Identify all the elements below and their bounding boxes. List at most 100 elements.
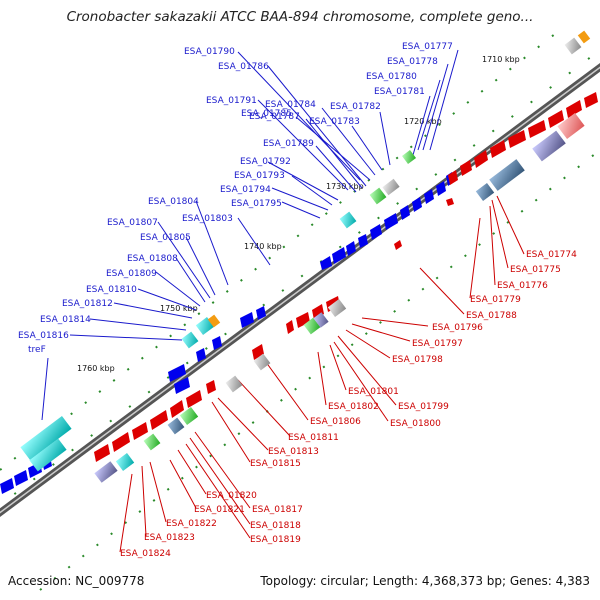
homolog-box-steel xyxy=(475,182,495,202)
gene-label: ESA_01822 xyxy=(166,519,217,529)
forward-gene xyxy=(256,306,266,320)
homolog-boxes[interactable] xyxy=(20,30,591,483)
homolog-box-orange xyxy=(577,30,591,44)
gene-label: ESA_01811 xyxy=(288,433,339,443)
reverse-gene xyxy=(286,320,294,334)
reverse-gene xyxy=(132,422,148,440)
gene-label: ESA_01794 xyxy=(220,185,271,195)
backbone-highlight xyxy=(0,66,600,514)
homolog-box-gray xyxy=(225,375,243,393)
gene-label: ESA_01774 xyxy=(526,250,577,260)
forward-gene xyxy=(412,197,422,212)
gene-label: ESA_01808 xyxy=(127,254,178,264)
gene-label: ESA_01789 xyxy=(263,139,314,149)
reverse-gene xyxy=(566,100,582,118)
gene-label: ESA_01781 xyxy=(374,87,425,97)
topology-summary: Topology: circular; Length: 4,368,373 bp… xyxy=(260,574,590,588)
homolog-box-green xyxy=(401,149,417,165)
homolog-box-cyan xyxy=(181,331,199,349)
forward-gene xyxy=(14,470,28,486)
homolog-box-orange xyxy=(207,314,221,328)
gene-label: ESA_01824 xyxy=(120,549,171,559)
homolog-box-cyan xyxy=(115,452,135,472)
reverse-leader-lines xyxy=(119,195,525,553)
homolog-box-pink xyxy=(557,112,585,140)
gene-label: ESA_01785 xyxy=(241,109,292,119)
forward-gene xyxy=(400,205,410,220)
gene-label: ESA_01779 xyxy=(470,295,521,305)
gene-label: ESA_01813 xyxy=(268,447,319,457)
reverse-gene xyxy=(170,400,184,418)
reverse-gene xyxy=(446,198,454,206)
reverse-gene xyxy=(490,140,506,158)
kbp-label: 1710 kbp xyxy=(482,55,520,64)
gene-label: ESA_01793 xyxy=(234,171,285,181)
reverse-gene xyxy=(394,240,402,250)
gene-label: ESA_01787 xyxy=(249,112,300,122)
reverse-genes[interactable] xyxy=(94,92,598,462)
forward-gene xyxy=(212,336,222,350)
reverse-gene xyxy=(548,110,564,128)
homolog-box-gray xyxy=(564,37,582,55)
forward-gene xyxy=(168,364,186,382)
reverse-gene xyxy=(186,390,202,408)
reverse-gene xyxy=(508,130,526,148)
reverse-gene xyxy=(206,380,216,394)
forward-gene xyxy=(370,224,382,240)
homolog-box-green xyxy=(179,406,199,426)
forward-gene xyxy=(424,189,434,204)
gene-label: ESA_01796 xyxy=(432,323,483,333)
gene-label: ESA_01777 xyxy=(402,42,453,52)
gene-label: ESA_01790 xyxy=(184,47,235,57)
gene-label: ESA_01799 xyxy=(398,402,449,412)
reverse-gene xyxy=(296,312,310,328)
reverse-gene xyxy=(94,444,110,462)
gene-label: ESA_01806 xyxy=(310,417,361,427)
reverse-gene xyxy=(312,304,324,320)
reverse-gene xyxy=(448,170,458,185)
homolog-box-gray xyxy=(382,178,400,196)
gene-label: ESA_01807 xyxy=(107,218,158,228)
homolog-box-cyan xyxy=(29,438,67,472)
homolog-box-steel xyxy=(489,159,525,191)
forward-gene xyxy=(240,312,254,328)
reverse-gene xyxy=(474,150,488,168)
gene-label: ESA_01816 xyxy=(18,331,69,341)
gene-label: ESA_01775 xyxy=(510,265,561,275)
homolog-box-green xyxy=(369,187,387,205)
kbp-label: 1750 kbp xyxy=(160,304,198,313)
gene-label: ESA_01797 xyxy=(412,339,463,349)
homolog-box-gray xyxy=(253,353,271,371)
homolog-box-cyan xyxy=(20,415,72,461)
reverse-gene xyxy=(150,410,168,430)
forward-leader-lines xyxy=(41,49,459,421)
map-title: Cronobacter sakazakii ATCC BAA-894 chrom… xyxy=(66,9,534,25)
gene-label: ESA_01818 xyxy=(250,521,301,531)
gene-label: ESA_01802 xyxy=(328,402,379,412)
gene-label: ESA_01809 xyxy=(106,269,157,279)
forward-gene xyxy=(346,241,356,256)
gene-label: ESA_01783 xyxy=(309,117,360,127)
reverse-gene xyxy=(584,92,598,108)
homolog-box-cyan xyxy=(339,211,357,229)
forward-gene xyxy=(0,478,14,494)
gene-label: treF xyxy=(28,345,46,355)
reverse-gene xyxy=(112,432,130,452)
reverse-gene xyxy=(528,120,546,138)
gene-label: ESA_01788 xyxy=(466,311,517,321)
gene-label: ESA_01784 xyxy=(265,100,316,110)
gene-label: ESA_01814 xyxy=(40,315,91,325)
gene-label: ESA_01821 xyxy=(194,505,245,515)
gene-label: ESA_01782 xyxy=(330,102,381,112)
gene-label: ESA_01801 xyxy=(348,387,399,397)
gene-label: ESA_01778 xyxy=(387,57,438,67)
homolog-box-purple xyxy=(94,461,118,483)
gene-label: ESA_01800 xyxy=(390,419,441,429)
reverse-gene xyxy=(252,344,264,360)
forward-gene xyxy=(174,377,190,394)
forward-gene xyxy=(196,348,206,362)
gene-label: ESA_01803 xyxy=(182,214,233,224)
kbp-label: 1740 kbp xyxy=(244,242,282,251)
